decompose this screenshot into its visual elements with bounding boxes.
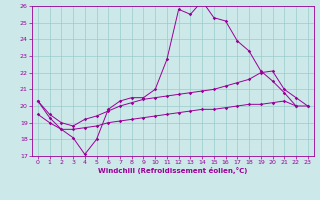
X-axis label: Windchill (Refroidissement éolien,°C): Windchill (Refroidissement éolien,°C) bbox=[98, 167, 247, 174]
